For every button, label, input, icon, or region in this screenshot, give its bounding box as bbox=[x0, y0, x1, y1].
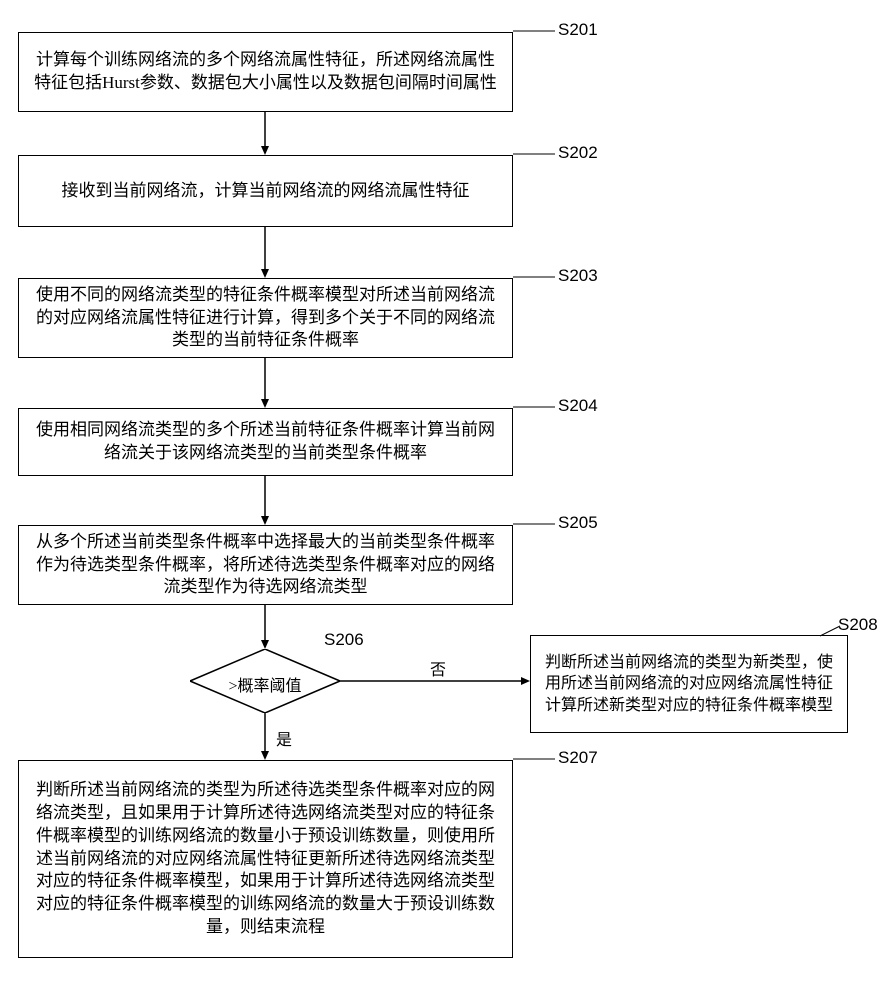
label-line-s204 bbox=[513, 406, 558, 408]
flow-step-s207: 判断所述当前网络流的类型为所述待选类型条件概率对应的网络流类型，且如果用于计算所… bbox=[18, 760, 513, 958]
step-label-s208: S208 bbox=[838, 615, 878, 635]
flow-step-s201: 计算每个训练网络流的多个网络流属性特征，所述网络流属性特征包括Hurst参数、数… bbox=[18, 32, 513, 112]
step-label-s207: S207 bbox=[558, 748, 598, 768]
step-label-s205: S205 bbox=[558, 513, 598, 533]
flow-step-s202: 接收到当前网络流，计算当前网络流的网络流属性特征 bbox=[18, 155, 513, 227]
decision-text: >概率阈值 bbox=[215, 672, 315, 696]
step-label-s202: S202 bbox=[558, 143, 598, 163]
step-label-s204: S204 bbox=[558, 396, 598, 416]
arrow-s205-s206 bbox=[260, 605, 270, 649]
step-label-s203: S203 bbox=[558, 266, 598, 286]
flow-step-s204: 使用相同网络流类型的多个所述当前特征条件概率计算当前网络流关于该网络流类型的当前… bbox=[18, 408, 513, 476]
edge-label-yes: 是 bbox=[276, 726, 292, 750]
step-label-s201: S201 bbox=[558, 20, 598, 40]
label-line-s201 bbox=[513, 30, 558, 32]
step-text: 判断所述当前网络流的类型为所述待选类型条件概率对应的网络流类型，且如果用于计算所… bbox=[29, 779, 502, 940]
edge-label-no: 否 bbox=[430, 656, 446, 680]
flow-step-s205: 从多个所述当前类型条件概率中选择最大的当前类型条件概率作为待选类型条件概率，将所… bbox=[18, 525, 513, 605]
step-text: 计算每个训练网络流的多个网络流属性特征，所述网络流属性特征包括Hurst参数、数… bbox=[29, 49, 502, 95]
arrow-s203-s204 bbox=[260, 358, 270, 408]
step-label-s206: S206 bbox=[324, 630, 364, 650]
arrow-s206-s207 bbox=[260, 713, 270, 760]
flow-step-s208: 判断所述当前网络流的类型为新类型，使用所述当前网络流的对应网络流属性特征计算所述… bbox=[530, 635, 848, 733]
arrow-s204-s205 bbox=[260, 476, 270, 525]
step-text: 判断所述当前网络流的类型为新类型，使用所述当前网络流的对应网络流属性特征计算所述… bbox=[541, 652, 837, 717]
step-text: 接收到当前网络流，计算当前网络流的网络流属性特征 bbox=[62, 180, 470, 203]
flow-step-s203: 使用不同的网络流类型的特征条件概率模型对所述当前网络流的对应网络流属性特征进行计… bbox=[18, 278, 513, 358]
label-line-s202 bbox=[513, 153, 558, 155]
label-line-s205 bbox=[513, 523, 558, 525]
step-text: 使用不同的网络流类型的特征条件概率模型对所述当前网络流的对应网络流属性特征进行计… bbox=[29, 284, 502, 353]
label-line-s203 bbox=[513, 276, 558, 278]
arrow-s201-s202 bbox=[260, 112, 270, 155]
step-text: 从多个所述当前类型条件概率中选择最大的当前类型条件概率作为待选类型条件概率，将所… bbox=[29, 531, 502, 600]
step-text: 使用相同网络流类型的多个所述当前特征条件概率计算当前网络流关于该网络流类型的当前… bbox=[29, 419, 502, 465]
label-line-s207 bbox=[513, 758, 558, 760]
arrow-s202-s203 bbox=[260, 227, 270, 278]
